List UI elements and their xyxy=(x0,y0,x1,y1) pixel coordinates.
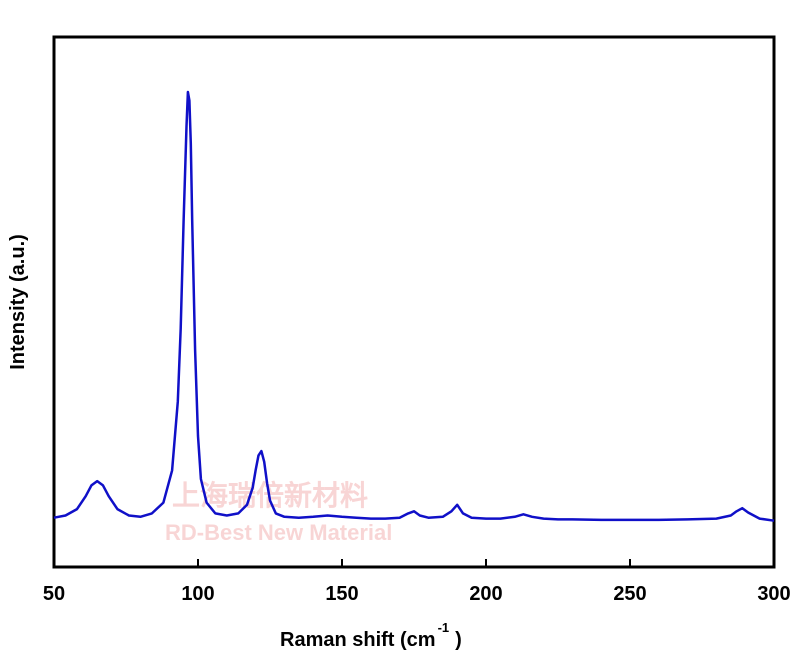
x-tick-label: 200 xyxy=(469,583,502,605)
x-axis-title: Raman shift (cm-1) xyxy=(280,620,462,651)
x-tick-label: 50 xyxy=(43,583,65,605)
x-tick-label: 150 xyxy=(325,583,358,605)
y-axis-title: Intensity (a.u.) xyxy=(7,234,29,370)
watermark-english: RD-Best New Material xyxy=(165,520,392,545)
x-axis-ticks: 50 100 150 200 250 300 xyxy=(43,559,791,605)
x-tick-label: 100 xyxy=(181,583,214,605)
x-tick-label: 250 xyxy=(613,583,646,605)
series-line xyxy=(53,90,775,522)
x-tick-label: 300 xyxy=(757,583,790,605)
plot-frame xyxy=(52,35,776,569)
